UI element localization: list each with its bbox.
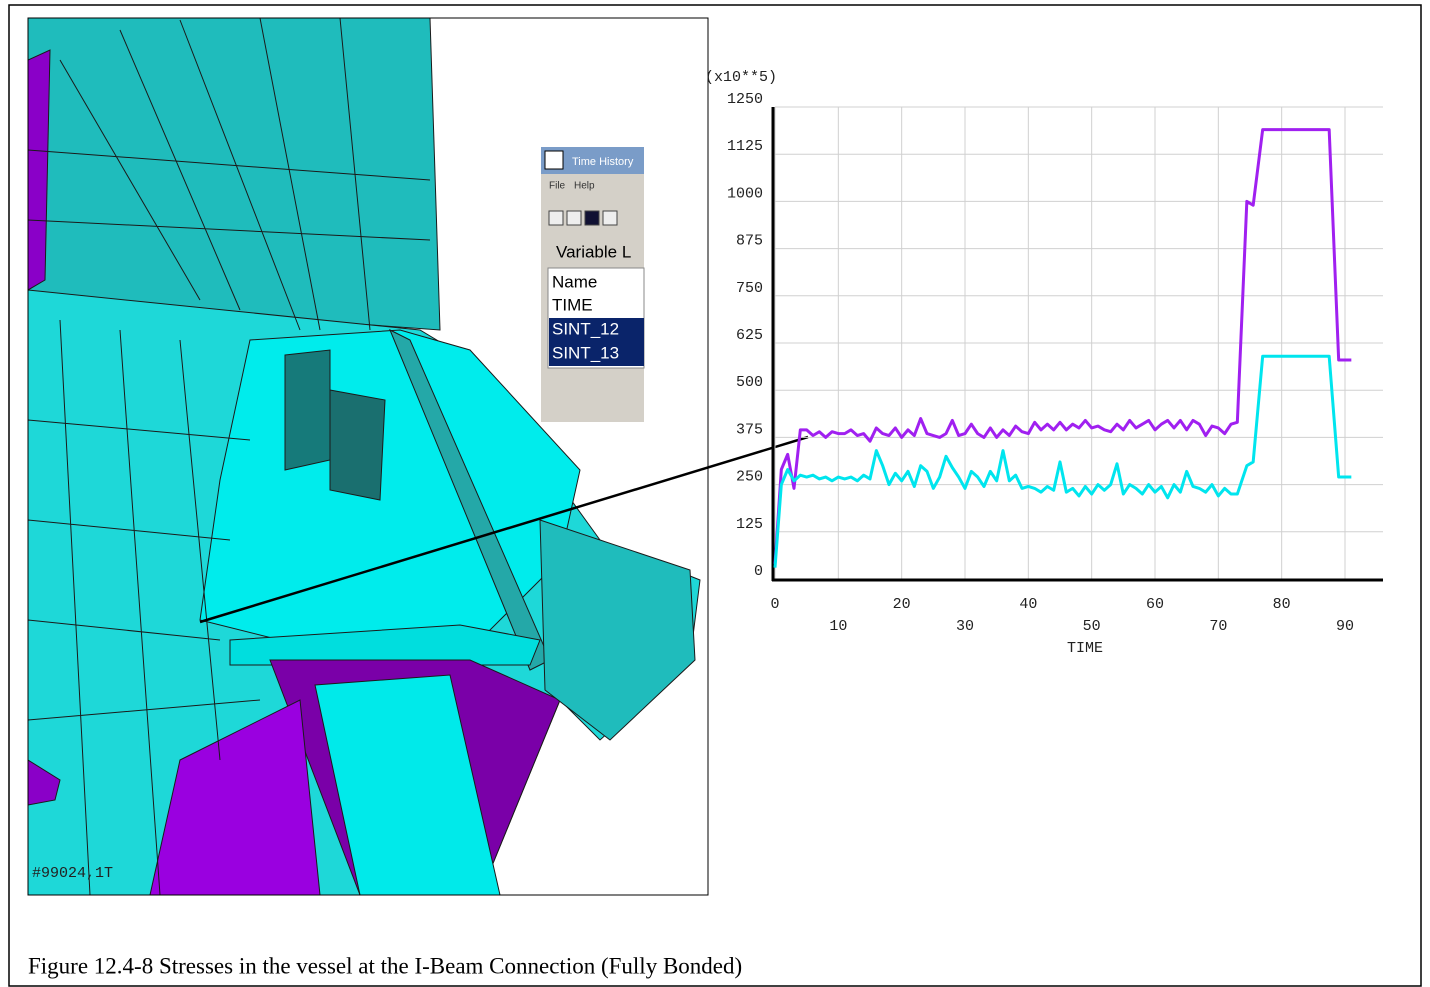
toolbar-button[interactable] [548,210,564,226]
toolbar-button[interactable] [602,210,618,226]
x-axis-label: TIME [1067,640,1103,657]
series-line [773,354,1352,568]
y-axis-label: (x10**5) [705,69,777,86]
y-tick-label: 125 [736,516,763,533]
pointer-line [199,435,809,624]
toolbar-button[interactable] [566,210,582,226]
tab[interactable]: Variable L [556,242,631,261]
menu-item[interactable]: Help [574,181,595,192]
column-header: Name [552,272,597,291]
x-tick-label: 30 [956,618,974,635]
y-tick-label: 1250 [727,91,763,108]
y-tick-label: 625 [736,327,763,344]
y-tick-label: 250 [736,469,763,486]
list-row[interactable]: SINT_12 [552,319,619,338]
x-tick-label: 60 [1146,596,1164,613]
mesh-label: #99024,1T [32,865,113,882]
y-tick-label: 750 [736,280,763,297]
list-row[interactable]: TIME [552,295,593,314]
x-tick-label: 70 [1209,618,1227,635]
y-tick-label: 1000 [727,185,763,202]
dialog-title: Time History [572,156,634,168]
y-tick-label: 500 [736,374,763,391]
y-tick-label: 375 [736,421,763,438]
list-row[interactable]: SINT_13 [552,343,619,362]
y-tick-label: 0 [754,563,763,580]
mesh-image: #99024,1T [27,17,709,896]
menu-item[interactable]: File [549,181,566,192]
x-tick-label: 90 [1336,618,1354,635]
series-line [773,128,1352,565]
chart: (x10**5) TIME 01252503755006257508751000… [705,69,1383,657]
x-tick-label: 80 [1273,596,1291,613]
x-tick-label: 40 [1019,596,1037,613]
y-tick-label: 875 [736,233,763,250]
x-tick-label: 50 [1083,618,1101,635]
x-tick-label: 10 [829,618,847,635]
caption: Figure 12.4-8 Stresses in the vessel at … [28,953,742,978]
dialog: Time History File Help Variable L Name T… [541,147,645,422]
x-tick-label: 0 [770,596,779,613]
toolbar-button[interactable] [584,210,600,226]
x-tick-label: 20 [893,596,911,613]
y-tick-label: 1125 [727,138,763,155]
